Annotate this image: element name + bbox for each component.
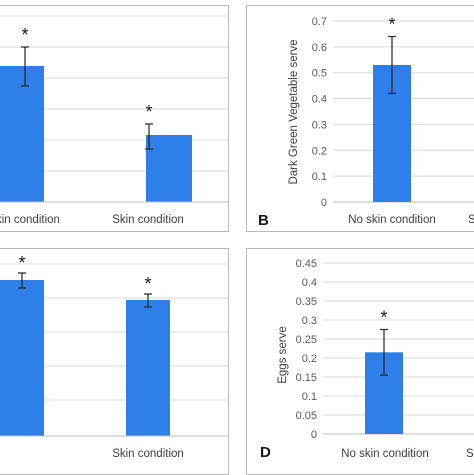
panel-b-y-tick-1: 0.1 [312,171,327,183]
panel-d-letter: D [260,444,271,461]
panel-a-significance-1: * [145,102,152,122]
panel-b-significance-0: * [388,15,395,35]
panel-a-category-0: kin condition [0,214,60,226]
panel-a-bar-0 [0,66,44,202]
panel-d-y-tick-8: 0.4 [302,277,317,289]
panel-a-category-1: Skin condition [112,214,184,226]
panel-c: * * Skin condition [0,253,228,460]
panel-d-y-tick-1: 0.05 [296,410,317,422]
panel-a: * * kin condition Skin condition [0,15,228,226]
panel-d: 0 0.05 0.1 0.15 0.2 0.25 0.3 0.35 0.4 0.45 * Eggs… [260,258,474,461]
panel-b-category-1: S [468,214,474,226]
panel-d-y-axis-title: Eggs serve [277,326,289,384]
panel-c-errorbar-0 [18,272,26,289]
panel-b: 0 0.1 0.2 0.3 0.4 0.5 0.6 0.7 * Dark Green Vege… [258,15,474,229]
panel-b-y-tick-3: 0.3 [312,119,327,131]
panel-a-errorbar-1 [145,123,153,150]
panel-d-significance-0: * [380,308,387,328]
panel-d-category-1: S [466,448,474,460]
panel-c-significance-0: * [18,253,25,273]
panel-a-bar-1 [146,135,192,202]
panel-b-y-tick-0: 0 [321,197,327,209]
panel-d-y-tick-2: 0.1 [302,391,317,403]
panel-a-significance-0: * [21,25,28,45]
panel-b-frame [246,5,474,232]
panel-d-y-tick-9: 0.45 [296,258,317,270]
panel-b-y-tick-5: 0.5 [312,68,327,80]
panel-d-y-tick-7: 0.35 [296,296,317,308]
panel-b-category-0: No skin condition [348,214,436,226]
panel-b-y-tick-7: 0.7 [312,16,327,28]
panel-d-y-tick-4: 0.2 [302,353,317,365]
panel-d-y-tick-5: 0.25 [296,334,317,346]
panel-c-errorbar-1 [144,293,152,308]
panel-c-significance-1: * [144,274,151,294]
panel-b-y-tick-4: 0.4 [312,94,327,106]
panel-d-y-tick-6: 0.3 [302,315,317,327]
panel-b-errorbar-0 [388,35,396,95]
panel-b-letter: B [258,212,269,229]
panel-c-bar-0 [0,280,44,436]
panel-d-frame [246,248,474,475]
panel-c-category-1: Skin condition [112,448,184,460]
panel-d-errorbar-0 [380,328,388,376]
panel-d-category-0: No skin condition [341,448,429,460]
panel-d-y-tick-0: 0 [311,429,317,441]
panel-b-y-tick-6: 0.6 [312,42,327,54]
panel-c-bar-1 [126,300,170,436]
panel-b-y-tick-2: 0.2 [312,145,327,157]
panel-a-errorbar-0 [21,46,29,87]
panel-d-y-tick-3: 0.15 [296,372,317,384]
panel-b-y-axis-title: Dark Green Vegetable serve [288,39,300,184]
